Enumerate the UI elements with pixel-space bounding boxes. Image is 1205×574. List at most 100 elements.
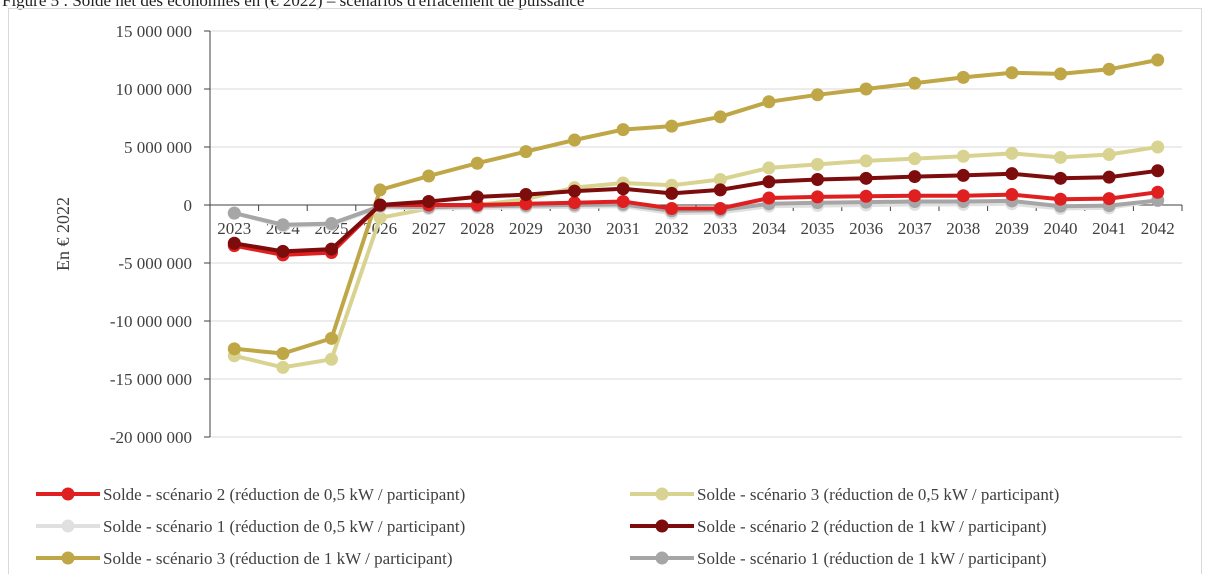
data-point: [373, 183, 387, 197]
x-tick-label: 2033: [703, 219, 737, 238]
legend-entry: Solde - scénario 2 (réduction de 0,5 kW …: [36, 485, 465, 504]
series: [227, 53, 1165, 360]
data-point: [811, 190, 824, 204]
legend-swatch-marker: [61, 519, 75, 533]
legend-swatch-marker: [655, 487, 669, 501]
y-tick-label: 15 000 000: [116, 22, 193, 41]
data-point: [713, 183, 727, 197]
x-tick-label: 2035: [801, 219, 835, 238]
series-lines: [227, 53, 1165, 374]
y-tick-label: 10 000 000: [116, 80, 193, 99]
legend: Solde - scénario 2 (réduction de 0,5 kW …: [36, 485, 1059, 568]
x-tick-label: 2027: [412, 219, 447, 238]
x-tick-label: 2038: [946, 219, 980, 238]
data-point: [908, 152, 922, 166]
data-point: [1054, 192, 1067, 206]
data-point: [762, 175, 776, 189]
x-tick-label: 2037: [898, 219, 933, 238]
data-point: [859, 154, 873, 168]
data-point: [568, 133, 581, 147]
x-tick-label: 2041: [1092, 219, 1126, 238]
data-point: [859, 171, 873, 185]
chart-frame: [8, 8, 1202, 574]
legend-label: Solde - scénario 1 (réduction de 1 kW / …: [697, 549, 1047, 568]
legend-label: Solde - scénario 1 (réduction de 0,5 kW …: [103, 517, 465, 536]
data-point: [762, 191, 776, 205]
legend-label: Solde - scénario 3 (réduction de 0,5 kW …: [697, 485, 1059, 504]
data-point: [713, 201, 727, 215]
series-line: [234, 58, 1159, 356]
legend-label: Solde - scénario 2 (réduction de 1 kW / …: [697, 517, 1047, 536]
figure-caption: Figure 5 : Solde net des économies en (€…: [0, 0, 1205, 14]
data-point: [956, 168, 970, 182]
data-point: [859, 82, 873, 96]
legend-swatch-marker: [655, 519, 669, 533]
gridlines: [210, 30, 1182, 438]
data-point: [325, 242, 338, 256]
data-point: [1005, 146, 1019, 160]
data-point: [1102, 62, 1116, 76]
data-point: [227, 236, 241, 250]
data-point: [908, 170, 922, 184]
data-point: [568, 196, 581, 210]
data-point: [616, 182, 630, 196]
data-point: [276, 360, 290, 374]
y-tick-label: 0: [184, 196, 193, 215]
data-point: [811, 157, 824, 171]
legend-entry: Solde - scénario 1 (réduction de 1 kW / …: [630, 549, 1047, 568]
data-point: [325, 217, 338, 231]
legend-swatch-marker: [61, 551, 75, 565]
data-point: [1102, 192, 1116, 206]
data-point: [325, 352, 338, 366]
y-tick-label: -5 000 000: [118, 254, 192, 273]
data-point: [227, 206, 241, 220]
data-point: [762, 95, 776, 109]
data-point: [1151, 53, 1165, 67]
legend-label: Solde - scénario 3 (réduction de 1 kW / …: [103, 549, 453, 568]
y-tick-label: -20 000 000: [110, 428, 192, 447]
data-point: [1054, 150, 1067, 164]
data-point: [276, 244, 290, 258]
data-point: [1151, 185, 1165, 199]
y-axis-title: En € 2022: [53, 197, 73, 271]
x-tick-label: 2040: [1044, 219, 1078, 238]
data-point: [1005, 66, 1019, 80]
data-point: [616, 123, 630, 137]
data-point: [373, 211, 387, 225]
data-point: [616, 195, 630, 209]
data-point: [519, 145, 533, 159]
data-point: [859, 189, 873, 203]
data-point: [422, 169, 436, 183]
data-point: [422, 195, 436, 209]
data-point: [325, 331, 338, 345]
legend-swatch-marker: [61, 487, 75, 501]
series: [227, 164, 1165, 258]
x-tick-label: 2023: [217, 219, 251, 238]
x-tick-label: 2030: [558, 219, 592, 238]
x-tick-label: 2026: [363, 219, 397, 238]
data-point: [956, 149, 970, 163]
data-point: [1054, 171, 1067, 185]
series-line: [233, 145, 1159, 370]
data-point: [568, 184, 581, 198]
data-point: [665, 186, 679, 200]
data-point: [811, 88, 824, 102]
data-point: [908, 76, 922, 90]
data-point: [713, 110, 727, 124]
legend-label: Solde - scénario 2 (réduction de 0,5 kW …: [103, 485, 465, 504]
data-point: [713, 172, 727, 186]
figure-caption-text: Figure 5 : Solde net des économies en (€…: [2, 0, 585, 10]
data-point: [276, 346, 290, 360]
data-point: [470, 156, 484, 170]
data-point: [1151, 164, 1165, 178]
x-tick-label: 2036: [849, 219, 883, 238]
data-point: [519, 197, 533, 211]
legend-entry: Solde - scénario 1 (réduction de 0,5 kW …: [36, 517, 465, 536]
data-point: [665, 119, 679, 133]
data-point: [276, 218, 290, 232]
y-tick-label: -10 000 000: [110, 312, 192, 331]
x-tick-label: 2034: [752, 219, 787, 238]
data-point: [227, 342, 241, 356]
x-tick-label: 2029: [509, 219, 543, 238]
data-point: [1102, 170, 1116, 184]
